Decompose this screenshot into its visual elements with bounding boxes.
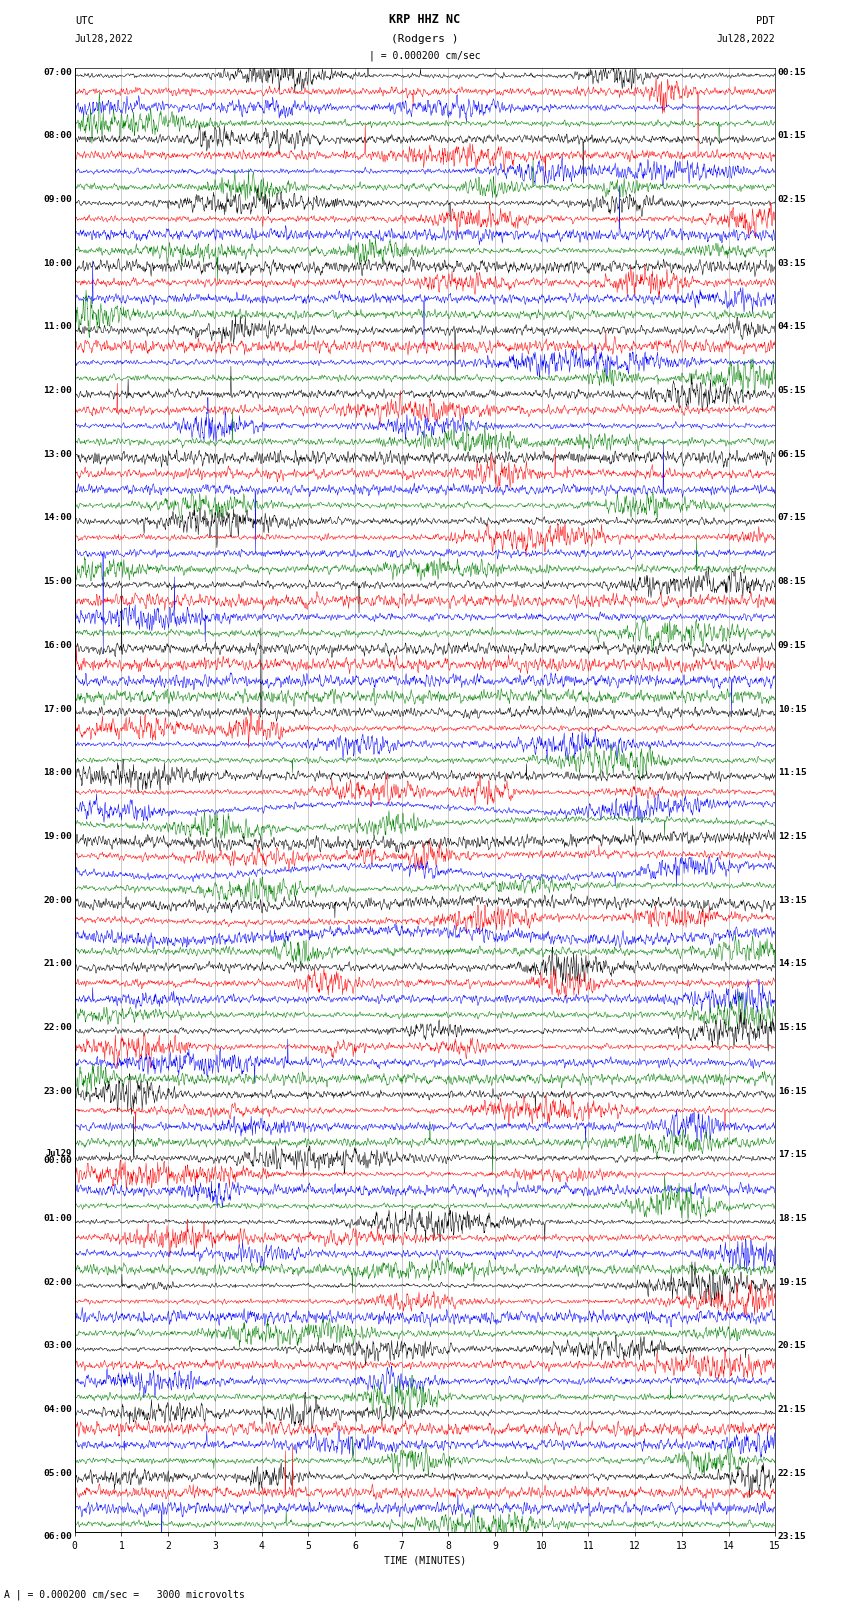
Text: 03:15: 03:15	[778, 258, 807, 268]
Text: 10:00: 10:00	[43, 258, 72, 268]
Text: 18:15: 18:15	[778, 1215, 807, 1223]
Text: 07:00: 07:00	[43, 68, 72, 77]
Text: 01:15: 01:15	[778, 131, 807, 140]
Text: 17:15: 17:15	[778, 1150, 807, 1160]
Text: 22:15: 22:15	[778, 1469, 807, 1478]
Text: 13:15: 13:15	[778, 895, 807, 905]
Text: PDT: PDT	[756, 16, 775, 26]
X-axis label: TIME (MINUTES): TIME (MINUTES)	[384, 1555, 466, 1566]
Text: 04:00: 04:00	[43, 1405, 72, 1415]
Text: 21:15: 21:15	[778, 1405, 807, 1415]
Text: 08:15: 08:15	[778, 577, 807, 586]
Text: 08:00: 08:00	[43, 131, 72, 140]
Text: 18:00: 18:00	[43, 768, 72, 777]
Text: 20:15: 20:15	[778, 1342, 807, 1350]
Text: 19:15: 19:15	[778, 1277, 807, 1287]
Text: 09:00: 09:00	[43, 195, 72, 205]
Text: 10:15: 10:15	[778, 705, 807, 713]
Text: 05:15: 05:15	[778, 386, 807, 395]
Text: 02:00: 02:00	[43, 1277, 72, 1287]
Text: 00:00: 00:00	[43, 1157, 72, 1165]
Text: 02:15: 02:15	[778, 195, 807, 205]
Text: 12:15: 12:15	[778, 832, 807, 840]
Text: A | = 0.000200 cm/sec =   3000 microvolts: A | = 0.000200 cm/sec = 3000 microvolts	[4, 1589, 245, 1600]
Text: KRP HHZ NC: KRP HHZ NC	[389, 13, 461, 26]
Text: | = 0.000200 cm/sec: | = 0.000200 cm/sec	[369, 50, 481, 61]
Text: Jul29: Jul29	[46, 1150, 72, 1158]
Text: 00:15: 00:15	[778, 68, 807, 77]
Text: 15:15: 15:15	[778, 1023, 807, 1032]
Text: 05:00: 05:00	[43, 1469, 72, 1478]
Text: 23:00: 23:00	[43, 1087, 72, 1095]
Text: 04:15: 04:15	[778, 323, 807, 331]
Text: 19:00: 19:00	[43, 832, 72, 840]
Text: (Rodgers ): (Rodgers )	[391, 34, 459, 44]
Text: Jul28,2022: Jul28,2022	[717, 34, 775, 44]
Text: 11:15: 11:15	[778, 768, 807, 777]
Text: 01:00: 01:00	[43, 1215, 72, 1223]
Text: 06:15: 06:15	[778, 450, 807, 458]
Text: 16:15: 16:15	[778, 1087, 807, 1095]
Text: 11:00: 11:00	[43, 323, 72, 331]
Text: 20:00: 20:00	[43, 895, 72, 905]
Text: Jul28,2022: Jul28,2022	[75, 34, 133, 44]
Text: 15:00: 15:00	[43, 577, 72, 586]
Text: 14:15: 14:15	[778, 960, 807, 968]
Text: 16:00: 16:00	[43, 640, 72, 650]
Text: UTC: UTC	[75, 16, 94, 26]
Text: 12:00: 12:00	[43, 386, 72, 395]
Text: 13:00: 13:00	[43, 450, 72, 458]
Text: 23:15: 23:15	[778, 1532, 807, 1542]
Text: 06:00: 06:00	[43, 1532, 72, 1542]
Text: 21:00: 21:00	[43, 960, 72, 968]
Text: 03:00: 03:00	[43, 1342, 72, 1350]
Text: 17:00: 17:00	[43, 705, 72, 713]
Text: 09:15: 09:15	[778, 640, 807, 650]
Text: 14:00: 14:00	[43, 513, 72, 523]
Text: 22:00: 22:00	[43, 1023, 72, 1032]
Text: 07:15: 07:15	[778, 513, 807, 523]
